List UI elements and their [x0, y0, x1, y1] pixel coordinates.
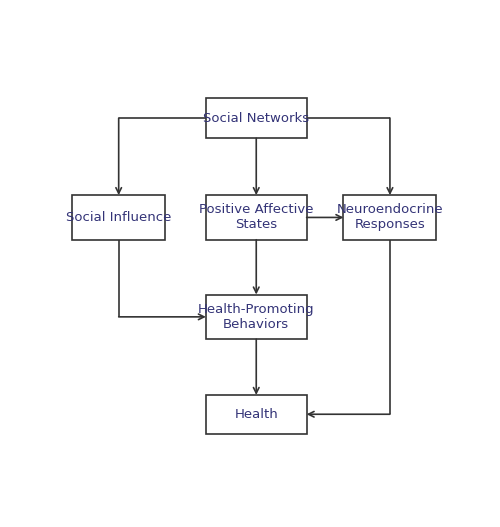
Bar [206, 195, 306, 240]
Bar [344, 195, 436, 240]
Bar [206, 97, 306, 138]
Bar [206, 395, 306, 434]
Text: Social Influence: Social Influence [66, 211, 172, 224]
Bar [206, 295, 306, 339]
Text: Neuroendocrine
Responses: Neuroendocrine Responses [336, 203, 444, 231]
Bar [72, 195, 165, 240]
Text: Positive Affective
States: Positive Affective States [199, 203, 314, 231]
Text: Social Networks: Social Networks [203, 112, 310, 124]
Text: Health: Health [234, 408, 278, 421]
Text: Health-Promoting
Behaviors: Health-Promoting Behaviors [198, 303, 314, 331]
